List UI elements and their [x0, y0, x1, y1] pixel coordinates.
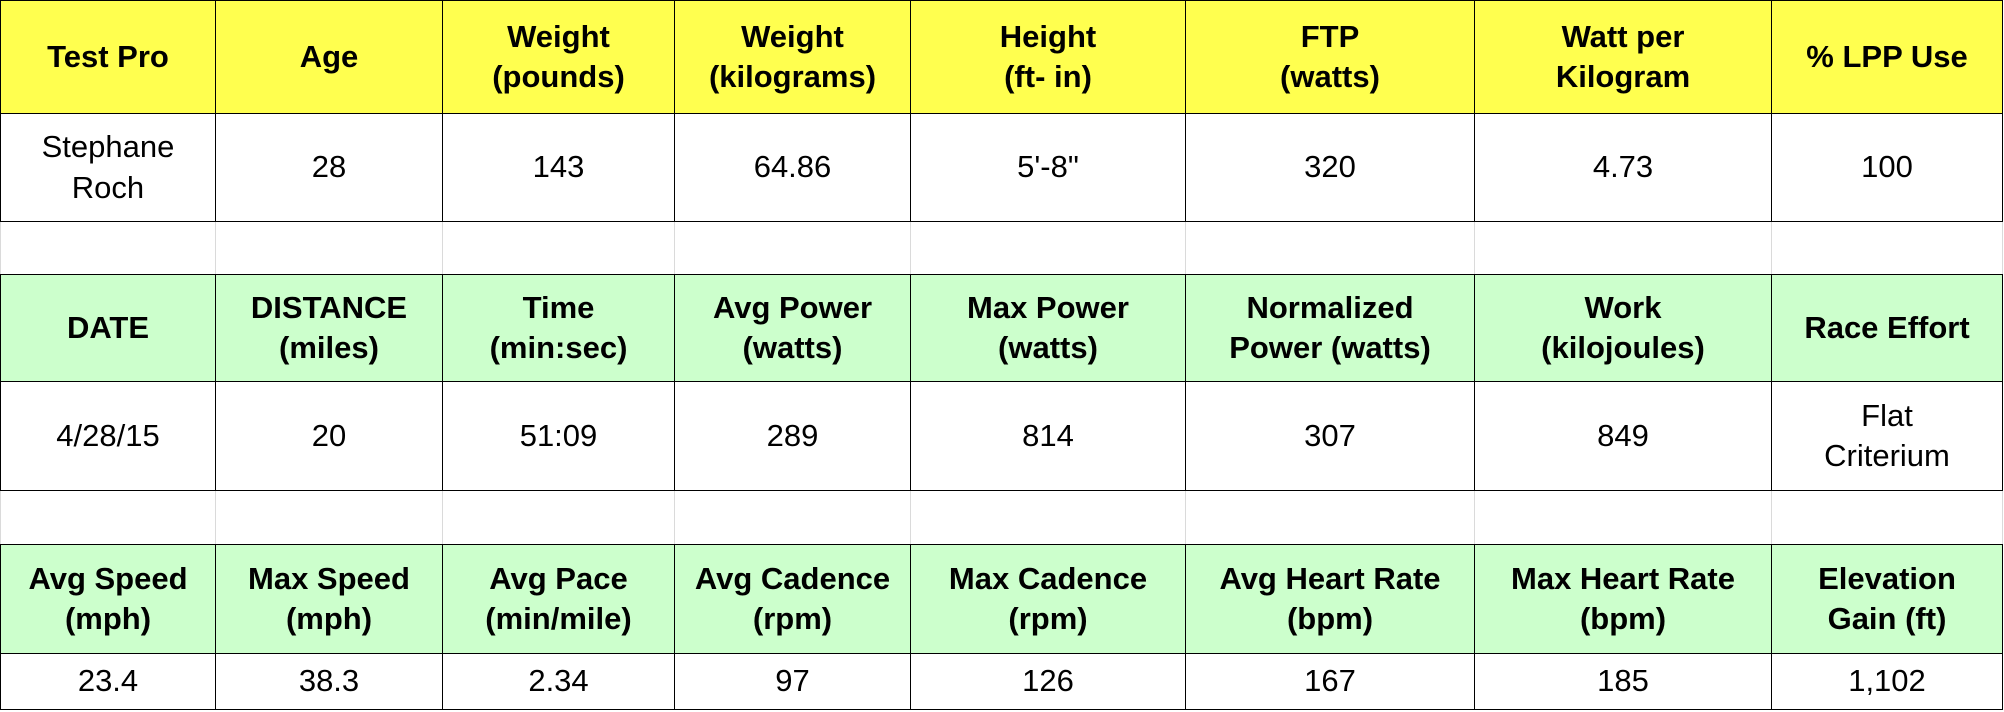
- header-cell: FTP (watts): [1185, 0, 1475, 114]
- header-cell: Max Cadence (rpm): [910, 544, 1186, 654]
- data-cell: 23.4: [0, 653, 216, 710]
- data-cell: 4.73: [1474, 113, 1772, 222]
- header-cell: % LPP Use: [1771, 0, 2003, 114]
- data-cell: 4/28/15: [0, 381, 216, 491]
- data-cell: 97: [674, 653, 911, 710]
- data-cell: 28: [215, 113, 443, 222]
- header-cell: Weight (pounds): [442, 0, 675, 114]
- empty-cell: [1474, 221, 1772, 275]
- empty-cell: [1771, 221, 2003, 275]
- data-cell: 5'-8": [910, 113, 1186, 222]
- empty-cell: [1771, 490, 2003, 545]
- header-cell: Max Heart Rate (bpm): [1474, 544, 1772, 654]
- empty-cell: [674, 221, 911, 275]
- data-cell: 38.3: [215, 653, 443, 710]
- header-cell: Test Pro: [0, 0, 216, 114]
- empty-cell: [674, 490, 911, 545]
- empty-cell: [910, 490, 1186, 545]
- data-cell: 849: [1474, 381, 1772, 491]
- data-cell: 2.34: [442, 653, 675, 710]
- data-cell: 289: [674, 381, 911, 491]
- data-cell: 167: [1185, 653, 1475, 710]
- empty-cell: [910, 221, 1186, 275]
- data-cell: 20: [215, 381, 443, 491]
- data-cell: 126: [910, 653, 1186, 710]
- header-cell: Max Power (watts): [910, 274, 1186, 382]
- data-cell: Stephane Roch: [0, 113, 216, 222]
- header-cell: DATE: [0, 274, 216, 382]
- header-cell: Elevation Gain (ft): [1771, 544, 2003, 654]
- header-cell: Avg Cadence (rpm): [674, 544, 911, 654]
- empty-cell: [0, 490, 216, 545]
- header-cell: Height (ft- in): [910, 0, 1186, 114]
- header-cell: Work (kilojoules): [1474, 274, 1772, 382]
- data-cell: 1,102: [1771, 653, 2003, 710]
- empty-cell: [0, 221, 216, 275]
- header-cell: Avg Speed (mph): [0, 544, 216, 654]
- data-cell: 320: [1185, 113, 1475, 222]
- header-cell: Watt per Kilogram: [1474, 0, 1772, 114]
- empty-cell: [1185, 221, 1475, 275]
- data-cell: 64.86: [674, 113, 911, 222]
- header-cell: Avg Heart Rate (bpm): [1185, 544, 1475, 654]
- empty-cell: [1185, 490, 1475, 545]
- header-cell: Race Effort: [1771, 274, 2003, 382]
- data-cell: 814: [910, 381, 1186, 491]
- header-cell: Age: [215, 0, 443, 114]
- data-cell: 100: [1771, 113, 2003, 222]
- empty-cell: [442, 490, 675, 545]
- empty-cell: [215, 221, 443, 275]
- header-cell: DISTANCE (miles): [215, 274, 443, 382]
- data-cell: 51:09: [442, 381, 675, 491]
- data-cell: 185: [1474, 653, 1772, 710]
- data-cell: 143: [442, 113, 675, 222]
- header-cell: Avg Power (watts): [674, 274, 911, 382]
- data-cell: 307: [1185, 381, 1475, 491]
- empty-cell: [215, 490, 443, 545]
- header-cell: Time (min:sec): [442, 274, 675, 382]
- data-cell: Flat Criterium: [1771, 381, 2003, 491]
- header-cell: Max Speed (mph): [215, 544, 443, 654]
- header-cell: Avg Pace (min/mile): [442, 544, 675, 654]
- empty-cell: [442, 221, 675, 275]
- empty-cell: [1474, 490, 1772, 545]
- header-cell: Weight (kilograms): [674, 0, 911, 114]
- header-cell: Normalized Power (watts): [1185, 274, 1475, 382]
